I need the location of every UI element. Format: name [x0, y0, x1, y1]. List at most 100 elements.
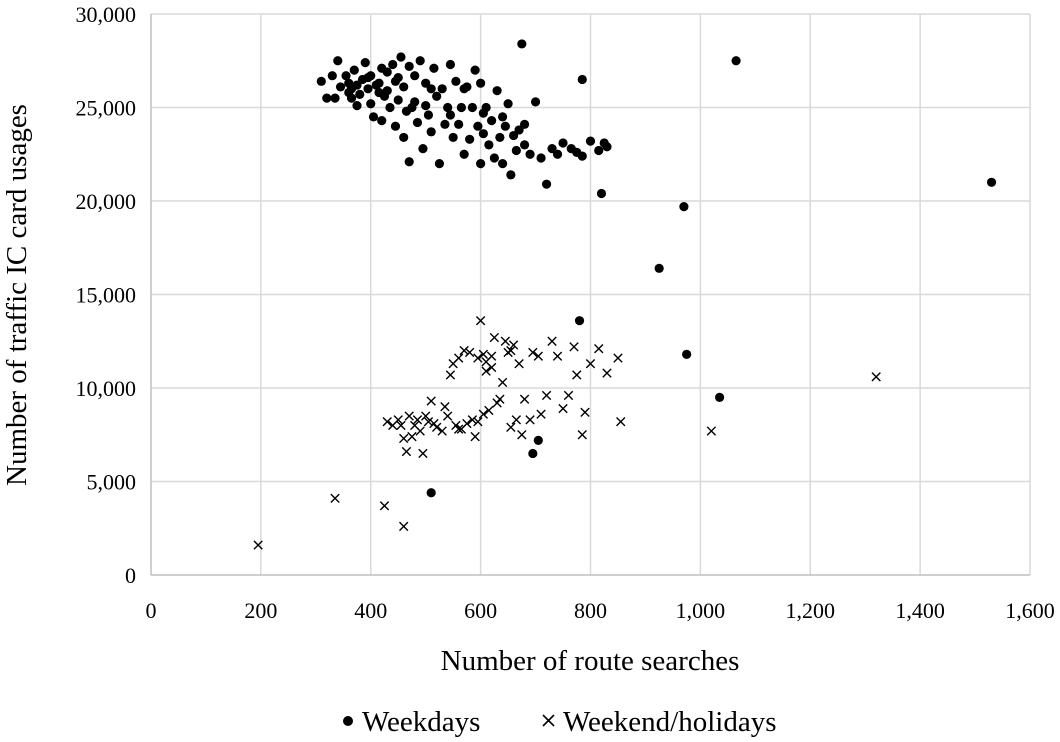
weekdays-point: [393, 95, 403, 105]
weekend-point: [577, 430, 587, 440]
weekdays-point: [426, 84, 436, 94]
weekend-point: [508, 340, 519, 350]
weekend-point: [497, 377, 508, 388]
weekend-point: [410, 420, 420, 431]
weekend-point: [519, 394, 530, 404]
weekdays-point: [525, 149, 535, 159]
weekdays-point: [423, 110, 434, 120]
weekdays-point: [443, 102, 453, 113]
weekdays-point: [434, 159, 445, 169]
weekend-point: [396, 420, 406, 431]
weekend-point: [412, 415, 423, 425]
weekdays-point: [558, 138, 568, 148]
weekend-point: [253, 540, 263, 550]
weekend-point: [382, 416, 392, 427]
weekdays-point: [577, 151, 587, 161]
weekdays-point: [602, 142, 612, 152]
x-tick-label: 1,600: [1005, 598, 1055, 623]
weekdays-point: [390, 121, 401, 131]
weekend-point: [706, 426, 717, 436]
weekend-point: [517, 430, 527, 440]
weekdays-point: [476, 159, 486, 169]
y-tick-label: 20,000: [76, 189, 137, 214]
legend-weekdays-label: Weekdays: [362, 706, 480, 738]
weekend-point: [407, 431, 417, 442]
weekdays-point: [495, 132, 505, 143]
weekdays-point: [500, 121, 510, 131]
weekend-point: [489, 332, 500, 343]
weekdays-point: [426, 488, 436, 498]
weekend-point: [536, 409, 546, 419]
weekend-point: [379, 501, 390, 511]
weekdays-point: [346, 84, 357, 94]
weekend-point: [473, 416, 483, 427]
weekdays-point: [506, 170, 516, 180]
weekend-point: [456, 424, 467, 434]
weekend-point: [453, 424, 464, 434]
weekdays-point: [517, 39, 527, 49]
weekdays-point: [349, 65, 359, 75]
weekdays-point: [459, 149, 469, 159]
weekdays-point: [399, 132, 409, 143]
weekdays-point: [445, 59, 456, 70]
weekend-point: [492, 398, 502, 408]
x-tick-label: 400: [354, 598, 387, 623]
weekend-point: [616, 416, 626, 427]
weekdays-point: [585, 136, 596, 146]
weekend-point: [473, 353, 483, 363]
weekdays-point: [412, 117, 423, 128]
weekdays-point: [429, 63, 439, 73]
weekend-point: [563, 390, 574, 401]
weekdays-point: [552, 149, 563, 159]
weekend-point: [585, 358, 596, 369]
weekend-point: [437, 426, 447, 436]
weekend-point: [404, 411, 414, 421]
weekdays-point: [456, 102, 466, 113]
weekend-point: [552, 351, 563, 361]
weekdays-point: [519, 119, 530, 129]
weekend-point: [388, 420, 398, 431]
weekdays-point: [404, 157, 414, 167]
weekend-point: [525, 415, 535, 425]
y-tick-label: 0: [125, 563, 136, 588]
weekdays-point: [654, 263, 664, 273]
y-tick-labels: 0 5,000 10,000 15,000 20,000 25,000 30,000: [76, 2, 137, 588]
weekdays-point: [404, 61, 414, 71]
y-tick-label: 25,000: [76, 96, 137, 121]
x-tick-label: 1,400: [895, 598, 945, 623]
weekend-point: [429, 418, 439, 429]
y-tick-label: 15,000: [76, 283, 137, 308]
weekdays-point: [473, 121, 483, 131]
weekend-point: [528, 347, 538, 358]
y-axis-title: Number of traffic IC card usages: [1, 104, 33, 486]
weekend-point: [500, 336, 511, 346]
data-points: [253, 39, 997, 550]
weekend-point: [594, 344, 604, 354]
weekdays-point: [421, 101, 431, 111]
weekdays-point: [437, 84, 447, 94]
weekdays-point: [316, 76, 326, 86]
weekdays-point: [410, 71, 420, 81]
weekdays-point: [492, 86, 502, 96]
weekdays-point: [536, 153, 546, 163]
weekdays-point: [498, 112, 508, 122]
y-tick-label: 5,000: [87, 470, 137, 495]
weekdays-point: [478, 129, 488, 139]
weekdays-point: [418, 144, 428, 154]
weekend-point: [442, 411, 453, 421]
weekdays-point: [432, 91, 442, 101]
x-tick-label: 800: [574, 598, 607, 623]
weekdays-point: [377, 115, 387, 126]
weekend-point: [506, 422, 516, 432]
weekend-point: [572, 370, 582, 380]
weekdays-point: [489, 153, 499, 163]
weekdays-point: [511, 145, 521, 156]
weekdays-point: [448, 132, 458, 143]
legend-weekend-label: Weekend/holidays: [563, 706, 777, 738]
weekdays-point: [352, 101, 362, 111]
weekdays-point: [484, 140, 494, 150]
weekdays-point: [596, 188, 607, 199]
weekend-point: [506, 345, 516, 356]
weekend-point: [420, 411, 431, 421]
